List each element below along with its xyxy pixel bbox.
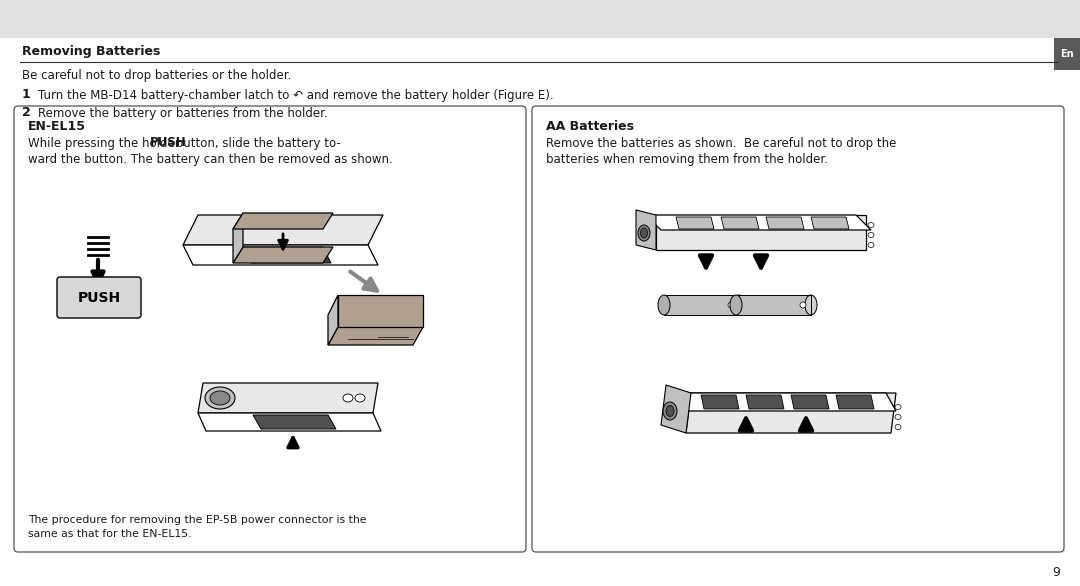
Polygon shape: [338, 295, 423, 327]
Text: The procedure for removing the EP-5B power connector is the: The procedure for removing the EP-5B pow…: [28, 515, 366, 525]
Text: En: En: [1061, 49, 1074, 59]
Polygon shape: [701, 395, 739, 409]
Bar: [735, 295, 811, 315]
Polygon shape: [198, 413, 381, 431]
Polygon shape: [676, 393, 896, 411]
Ellipse shape: [663, 402, 677, 420]
Text: Remove the battery or batteries from the holder.: Remove the battery or batteries from the…: [38, 107, 327, 120]
Text: ward the button. The battery can then be removed as shown.: ward the button. The battery can then be…: [28, 152, 393, 165]
Polygon shape: [233, 213, 243, 263]
FancyBboxPatch shape: [57, 277, 141, 318]
Text: EN-EL15: EN-EL15: [28, 120, 86, 132]
Bar: [664, 295, 739, 315]
Text: While pressing the holder: While pressing the holder: [28, 137, 184, 149]
Ellipse shape: [355, 394, 365, 402]
Ellipse shape: [638, 225, 650, 241]
Ellipse shape: [666, 406, 674, 417]
Ellipse shape: [210, 391, 230, 405]
Ellipse shape: [895, 404, 901, 410]
Polygon shape: [328, 295, 338, 345]
Polygon shape: [328, 327, 423, 345]
Text: 2: 2: [22, 107, 30, 120]
Text: Turn the MB-D14 battery-chamber latch to ↶ and remove the battery holder (Figure: Turn the MB-D14 battery-chamber latch to…: [38, 88, 554, 101]
Bar: [735, 295, 811, 315]
Polygon shape: [253, 415, 336, 429]
Text: Remove the batteries as shown.  Be careful not to drop the: Remove the batteries as shown. Be carefu…: [546, 137, 896, 149]
Text: button, slide the battery to-: button, slide the battery to-: [172, 137, 341, 149]
FancyBboxPatch shape: [14, 106, 526, 552]
Polygon shape: [656, 215, 866, 250]
Polygon shape: [721, 217, 759, 229]
Text: PUSH: PUSH: [150, 137, 187, 149]
Polygon shape: [811, 217, 849, 229]
Polygon shape: [746, 395, 784, 409]
Text: 1: 1: [22, 88, 30, 101]
Polygon shape: [243, 247, 330, 263]
Bar: [1054, 38, 1080, 70]
Polygon shape: [836, 395, 874, 409]
Circle shape: [728, 302, 734, 308]
Ellipse shape: [805, 295, 816, 315]
Text: PUSH: PUSH: [78, 291, 121, 305]
Text: Removing Batteries: Removing Batteries: [22, 46, 160, 59]
Ellipse shape: [658, 295, 670, 315]
Polygon shape: [661, 385, 691, 433]
Ellipse shape: [868, 243, 874, 247]
Ellipse shape: [895, 424, 901, 430]
Ellipse shape: [343, 394, 353, 402]
Polygon shape: [646, 215, 870, 230]
Circle shape: [800, 302, 806, 308]
Polygon shape: [676, 217, 714, 229]
Ellipse shape: [895, 414, 901, 420]
Polygon shape: [766, 217, 804, 229]
Text: Be careful not to drop batteries or the holder.: Be careful not to drop batteries or the …: [22, 70, 292, 83]
Ellipse shape: [640, 228, 648, 238]
Text: same as that for the EN-EL15.: same as that for the EN-EL15.: [28, 529, 191, 539]
Bar: [0, 0, 1080, 38]
Ellipse shape: [205, 387, 235, 409]
FancyBboxPatch shape: [532, 106, 1064, 552]
Polygon shape: [183, 215, 383, 245]
Polygon shape: [233, 213, 333, 229]
Polygon shape: [198, 383, 378, 413]
Bar: [664, 295, 739, 315]
Text: batteries when removing them from the holder.: batteries when removing them from the ho…: [546, 152, 828, 165]
Polygon shape: [636, 210, 656, 250]
Text: AA Batteries: AA Batteries: [546, 120, 634, 132]
Ellipse shape: [868, 233, 874, 237]
Polygon shape: [791, 395, 829, 409]
Ellipse shape: [868, 223, 874, 227]
Polygon shape: [686, 393, 896, 433]
Ellipse shape: [733, 295, 745, 315]
Text: 9: 9: [1052, 565, 1059, 578]
Ellipse shape: [730, 295, 742, 315]
Polygon shape: [233, 247, 333, 263]
Polygon shape: [183, 245, 378, 265]
